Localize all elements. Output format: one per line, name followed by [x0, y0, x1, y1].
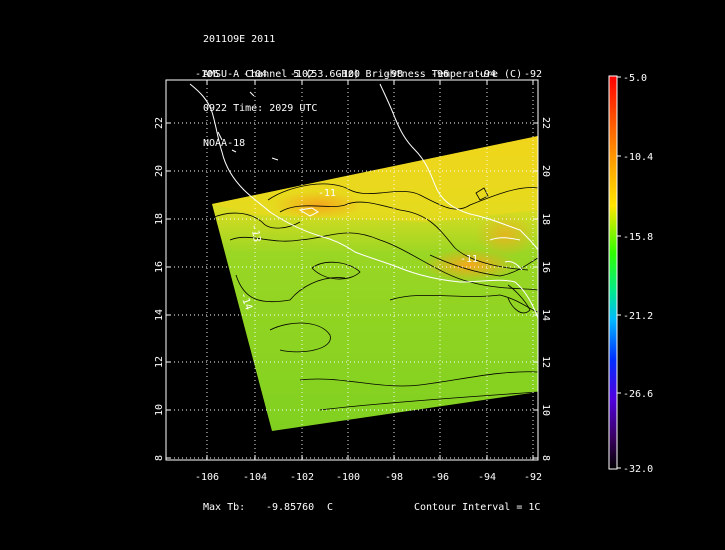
- contour-lines: [211, 183, 538, 411]
- lat-tick-label: 22: [540, 117, 551, 129]
- lon-tick-label: -100: [336, 69, 360, 80]
- lon-tick-label: -96: [431, 69, 449, 80]
- coastline-path: [217, 91, 279, 161]
- warm-core-coast: [475, 213, 535, 257]
- lon-tick-label: -94: [478, 69, 496, 80]
- plot-frame: [165, 79, 539, 461]
- graticule: [166, 80, 538, 460]
- lat-tick-label: 12: [154, 356, 165, 368]
- brightness-swath: [166, 80, 538, 460]
- time-line: 0922 Time: 2029 UTC: [203, 103, 318, 114]
- coastline-path: [189, 83, 538, 319]
- storm-id-line: 2011O9E 2011: [203, 34, 276, 45]
- colorbar-label: -26.6: [623, 389, 653, 400]
- max-tb-unit: C: [327, 502, 334, 513]
- contour-line: [211, 212, 301, 229]
- lat-tick-label: 16: [540, 261, 551, 273]
- lat-tick-label: 8: [540, 455, 551, 461]
- lat-tick-label: 18: [154, 213, 165, 225]
- colorbar-label: -15.8: [623, 232, 653, 243]
- contour-line: [311, 261, 361, 280]
- swath-warm-band: [212, 136, 538, 222]
- contour-label: -11: [318, 188, 336, 199]
- coastline-path: [379, 83, 538, 251]
- lat-tick-label: 20: [154, 165, 165, 177]
- colorbar-label: -21.2: [623, 311, 653, 322]
- lat-tick-label: 18: [540, 213, 551, 225]
- colorbar: -5.0 -10.4 -15.8 -21.2 -26.6 -32.0: [608, 73, 653, 475]
- lon-tick-label: -98: [385, 472, 403, 483]
- contour-label: -11: [460, 254, 478, 265]
- lat-tick-label: 20: [540, 165, 551, 177]
- lat-tick-label: 22: [154, 117, 165, 129]
- lon-tick-label: -102: [290, 472, 314, 483]
- contour-line: [299, 371, 538, 387]
- coastline: [189, 83, 538, 319]
- contour-line: [229, 232, 538, 291]
- lat-tick-label: 16: [154, 261, 165, 273]
- contour-line: [269, 322, 331, 353]
- colorbar-label: -10.4: [623, 152, 653, 163]
- contour-line: [279, 201, 529, 271]
- contour-line: [235, 274, 346, 303]
- lon-tick-label: -92: [524, 472, 542, 483]
- lon-tick-label: -94: [478, 472, 496, 483]
- colorbar-label: -32.0: [623, 464, 653, 475]
- contour-line: [429, 254, 538, 277]
- contour-line: [319, 391, 538, 411]
- contour-line: [267, 183, 538, 210]
- satellite-line: NOAA-18: [203, 137, 246, 149]
- lat-tick-label: 10: [154, 404, 165, 416]
- warm-core-west: [273, 191, 363, 219]
- contour-line: [475, 187, 489, 201]
- contour-interval: Contour Interval = 1C: [414, 502, 541, 513]
- lon-tick-label: -92: [524, 69, 542, 80]
- colorbar-ticks: [617, 76, 621, 469]
- lon-labels-top: -106 -104 -102 -100 -98 -96 -94 -92: [195, 69, 542, 80]
- contour-line: [507, 284, 531, 314]
- lat-tick-label: 10: [540, 404, 551, 416]
- frame-ticks: [166, 80, 538, 460]
- lat-labels-right: 8 10 12 14 16 18 20 22: [540, 117, 551, 461]
- max-tb-value: -9.85760: [266, 502, 315, 513]
- lat-labels-left: 8 10 12 14 16 18 20 22: [154, 117, 165, 461]
- lon-tick-label: -104: [243, 472, 267, 483]
- lat-tick-label: 14: [154, 309, 165, 321]
- lat-tick-label: 12: [540, 356, 551, 368]
- lat-tick-label: 8: [154, 455, 165, 461]
- colorbar-label: -5.0: [623, 73, 647, 84]
- lon-tick-label: -106: [195, 472, 219, 483]
- max-tb-label: Max Tb:: [203, 502, 246, 513]
- map-header: 2011O9E 2011 AMSU-A Channel 5 (53.6GHz) …: [203, 11, 522, 161]
- product-title-line: AMSU-A Channel 5 (53.6GHz) Brightness Te…: [203, 68, 523, 80]
- colorbar-gradient: [608, 75, 618, 470]
- lat-tick-label: 14: [540, 309, 551, 321]
- lon-labels-bottom: -106 -104 -102 -100 -98 -96 -94 -92: [195, 472, 542, 483]
- contour-label: -13: [248, 223, 262, 243]
- lon-tick-label: -102: [290, 69, 314, 80]
- coastline-path: [298, 207, 319, 217]
- lon-tick-label: -98: [385, 69, 403, 80]
- lon-tick-label: -96: [431, 472, 449, 483]
- lon-tick-label: -104: [243, 69, 267, 80]
- coastline-path: [489, 237, 523, 271]
- lon-tick-label: -100: [336, 472, 360, 483]
- lon-tick-label: -106: [195, 69, 219, 80]
